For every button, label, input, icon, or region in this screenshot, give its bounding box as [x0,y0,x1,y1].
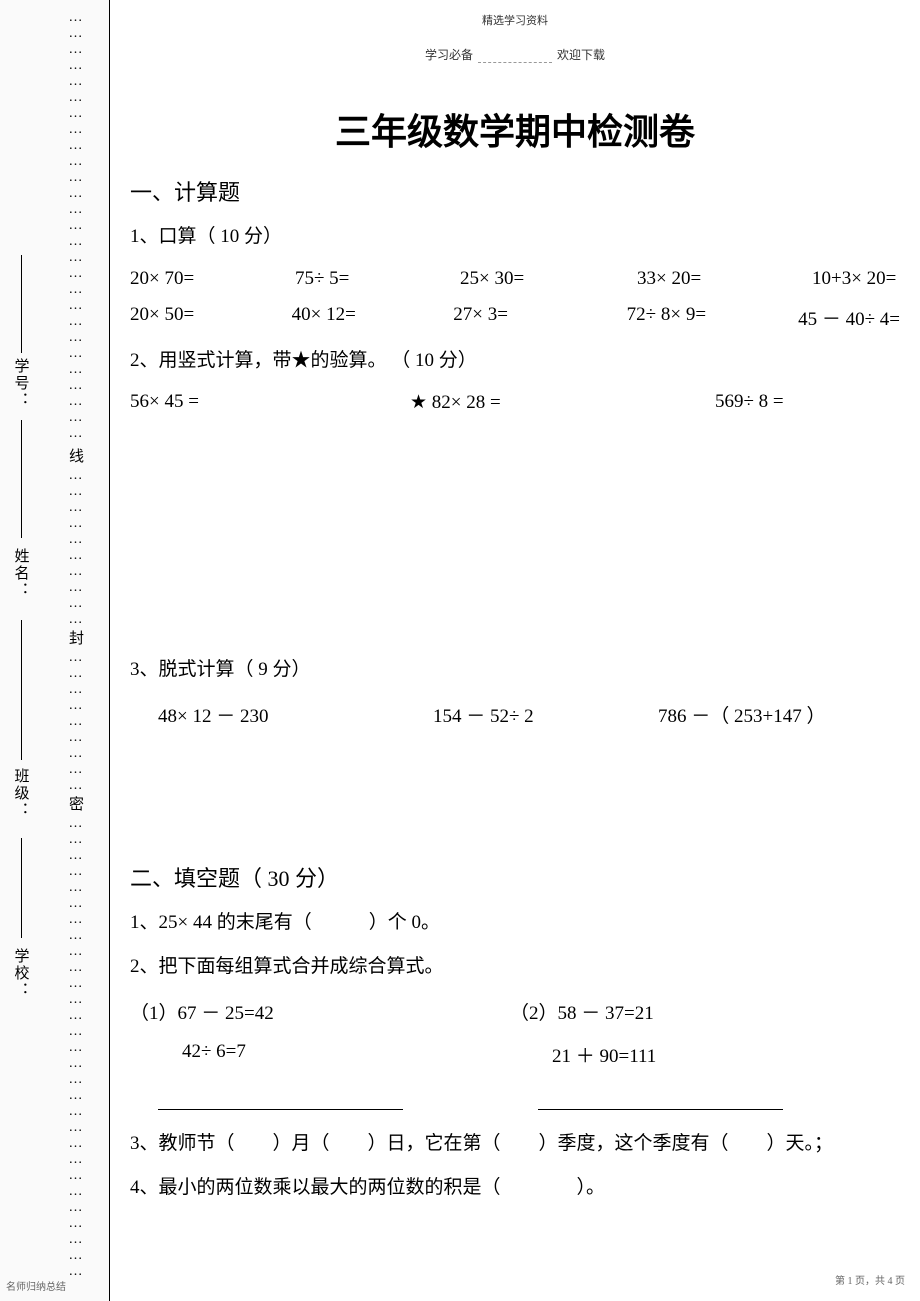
expr: 33× 20= [637,268,812,290]
mark-xian: 线 [65,448,86,465]
header-underline [478,62,552,63]
detach-row: 48× 12 － 230 154 － 52÷ 2 786 －（ 253+147 … [130,701,900,728]
header-left-label: 学习必备 [425,48,473,62]
footer-left: 名师归纳总结 [6,1278,66,1293]
header-subline: 学习必备 欢迎下载 [130,46,900,63]
mental-row1: 20× 70= 75÷ 5= 25× 30= 33× 20= 10+3× 20= [130,268,900,290]
group2-b: 21 ＋ 90=111 [510,1041,656,1068]
expr: 56× 45 = [130,391,410,414]
expr: 75÷ 5= [295,268,460,290]
section2-title: 二、填空题（ 30 分） [130,861,900,893]
sidebar-line [21,255,22,353]
expr: 40× 12= [292,304,454,331]
group1-b: 42÷ 6=7 [130,1041,510,1068]
mark-feng: 封 [65,630,86,647]
expr: 72÷ 8× 9= [627,304,798,331]
header-right-label: 欢迎下载 [557,48,605,62]
s2-q1: 1、25× 44 的末尾有（ ）个 0。 [130,909,900,938]
expr: 10+3× 20= [812,268,900,290]
sidebar-line [21,838,22,938]
s2-q3: 3、教师节（ ）月（ ）日，它在第（ ）季度，这个季度有（ ）天。； [130,1130,900,1159]
dots: ……………………… [66,650,86,794]
expr: 45 － 40÷ 4= [798,304,900,331]
mark-mi: 密 [65,796,86,813]
sidebar-line [21,620,22,760]
group1-a: （1）67 － 25=42 [130,998,510,1025]
vertical-row: 56× 45 = ★ 82× 28 = 569÷ 8 = [130,391,900,414]
expr: 48× 12 － 230 [158,701,433,728]
footer-page-number: 第 1 页，共 4 页 [835,1272,905,1287]
group-row-b: 42÷ 6=7 21 ＋ 90=111 [130,1041,900,1068]
answer-blank [538,1109,783,1110]
s2-q4: 4、最小的两位数乘以最大的两位数的积是（ ）。 [130,1174,900,1203]
dots: …………………………………………………………………………… [66,816,86,1280]
expr: 154 － 52÷ 2 [433,701,658,728]
dots: ………………………… [66,468,86,628]
workspace [130,430,900,640]
q1-label: 1、口算（ 10 分） [130,223,900,252]
label-xingming: 姓名： [11,548,32,599]
binding-sidebar: 学号： 姓名： 班级： 学校： ………………………………………………………………… [0,0,110,1301]
label-xuehao: 学号： [11,358,32,409]
dots: ……………………………………………………………………… [66,10,86,442]
expr: ★ 82× 28 = [410,391,715,414]
sidebar-seal-column: ……………………………………………………………………… 线 …………………………… [42,0,110,1301]
expr: 786 －（ 253+147 ） [658,701,825,728]
label-banji: 班级： [11,768,32,819]
expr: 25× 30= [460,268,637,290]
q3-label: 3、脱式计算（ 9 分） [130,656,900,685]
q2-label: 2、用竖式计算，带★的验算。 （ 10 分） [130,347,900,376]
main-title: 三年级数学期中检测卷 [130,103,900,155]
mental-row2: 20× 50= 40× 12= 27× 3= 72÷ 8× 9= 45 － 40… [130,304,900,331]
group-row-a: （1）67 － 25=42 （2）58 － 37=21 [130,998,900,1025]
answer-blank [158,1109,403,1110]
section1-title: 一、计算题 [130,175,900,207]
s2-q2: 2、把下面每组算式合并成综合算式。 [130,953,900,982]
page-content: 精选学习资料 学习必备 欢迎下载 三年级数学期中检测卷 一、计算题 1、口算（ … [110,0,920,1301]
sidebar-labels-column: 学号： 姓名： 班级： 学校： [0,0,42,1301]
answer-lines [130,1092,900,1110]
expr: 569÷ 8 = [715,391,784,414]
workspace [130,744,900,849]
expr: 20× 70= [130,268,295,290]
sidebar-line [21,420,22,538]
group2-a: （2）58 － 37=21 [510,998,654,1025]
expr: 27× 3= [453,304,626,331]
header-notice: 精选学习资料 [130,0,900,28]
label-xuexiao: 学校： [11,948,32,999]
expr: 20× 50= [130,304,292,331]
